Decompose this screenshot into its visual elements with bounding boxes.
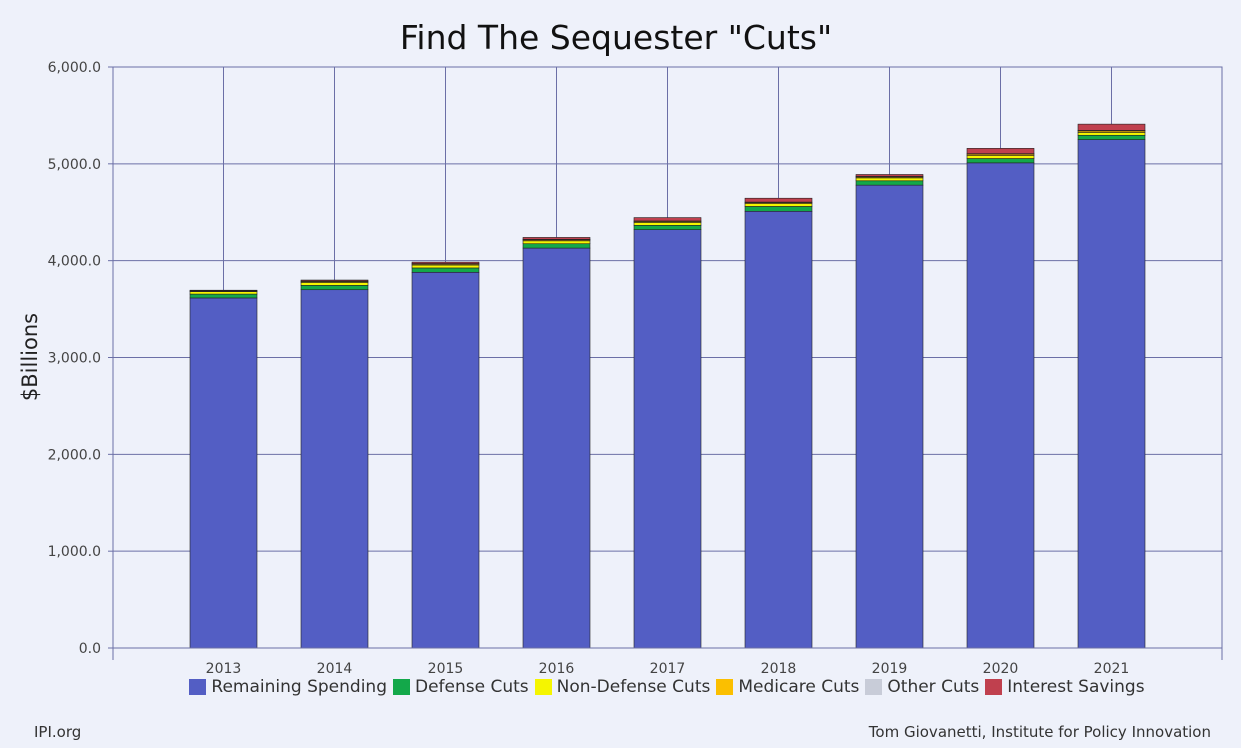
- bar-segment: [966, 158, 1035, 164]
- legend-swatch: [716, 679, 734, 695]
- y-tick-label: 2,000.0: [48, 447, 101, 463]
- bar-segment: [744, 210, 813, 649]
- bar-segment: [411, 271, 480, 649]
- legend-swatch: [534, 679, 552, 695]
- bar-segment: [966, 162, 1035, 649]
- legend-item: Medicare Cuts: [716, 677, 859, 697]
- legend-label: Non-Defense Cuts: [556, 677, 711, 697]
- bar-segment: [633, 217, 702, 222]
- x-tick-label: 2018: [761, 661, 797, 677]
- bar-segment: [411, 264, 480, 269]
- x-tick-label: 2020: [983, 661, 1019, 677]
- bar-segment: [855, 184, 924, 649]
- bar-segment: [744, 197, 813, 203]
- legend-label: Medicare Cuts: [738, 677, 860, 697]
- source-left: IPI.org: [34, 723, 82, 741]
- legend-swatch: [985, 679, 1003, 695]
- y-tick-label: 4,000.0: [48, 254, 101, 270]
- bar-segment: [1077, 123, 1146, 131]
- legend-item: Other Cuts: [865, 677, 979, 697]
- legend-item: Interest Savings: [985, 677, 1145, 697]
- bar-segment: [300, 282, 369, 286]
- bar-segment: [189, 297, 258, 649]
- bar-segment: [855, 174, 924, 177]
- x-tick-label: 2013: [206, 661, 242, 677]
- bar-segment: [966, 155, 1035, 159]
- bar-segment: [744, 203, 813, 207]
- x-tick-label: 2019: [872, 661, 908, 677]
- bars: [189, 123, 1146, 649]
- bar-segment: [855, 177, 924, 182]
- bar-segment: [300, 285, 369, 291]
- bar-segment: [633, 225, 702, 230]
- legend-label: Interest Savings: [1007, 677, 1145, 697]
- bar-segment: [522, 237, 591, 240]
- chart-title: Find The Sequester "Cuts": [399, 18, 833, 57]
- legend-label: Defense Cuts: [415, 677, 529, 697]
- legend-swatch: [865, 679, 883, 695]
- bar-segment: [855, 180, 924, 186]
- legend-item: Defense Cuts: [393, 677, 529, 697]
- x-tick-labels: 2013 2014 2015 2016 2017 2018 2019 2020 2021: [206, 661, 1130, 677]
- bar-segment: [411, 267, 480, 273]
- legend-label: Other Cuts: [887, 677, 980, 697]
- legend-swatch: [393, 679, 410, 695]
- y-tick-labels: 0.0 1,000.0 2,000.0 3,000.0 4,000.0 5,000.0 6,…: [48, 60, 101, 657]
- bar-segment: [522, 240, 591, 245]
- legend-swatch: [189, 679, 207, 695]
- source-right: Tom Giovanetti, Institute for Policy Inn…: [868, 723, 1211, 741]
- axes: [108, 66, 1223, 660]
- bar-segment: [744, 206, 813, 212]
- x-tick-label: 2015: [428, 661, 464, 677]
- bar-segment: [1077, 134, 1146, 140]
- x-tick-label: 2017: [650, 661, 686, 677]
- bar-segment: [522, 247, 591, 649]
- x-tick-label: 2016: [539, 661, 575, 677]
- y-tick-label: 3,000.0: [48, 351, 101, 367]
- bar-segment: [1077, 139, 1146, 649]
- x-tick-label: 2014: [317, 661, 353, 677]
- y-tick-label: 0.0: [79, 641, 101, 657]
- y-tick-label: 6,000.0: [48, 60, 101, 76]
- legend-item: Non-Defense Cuts: [534, 677, 711, 697]
- bar-segment: [411, 261, 480, 264]
- bar-segment: [189, 293, 258, 299]
- legend-label: Remaining Spending: [211, 677, 387, 697]
- bar-segment: [189, 291, 258, 295]
- bar-segment: [300, 279, 369, 282]
- legend-item: Remaining Spending: [189, 677, 387, 697]
- y-tick-label: 5,000.0: [48, 157, 101, 173]
- bar-segment: [633, 222, 702, 226]
- x-tick-label: 2021: [1094, 661, 1130, 677]
- legend: Remaining Spending Defense Cuts Non-Defens…: [0, 677, 1241, 697]
- bar-segment: [522, 243, 591, 249]
- bar-segment: [300, 289, 369, 649]
- y-tick-label: 1,000.0: [48, 544, 101, 560]
- bar-segment: [966, 148, 1035, 154]
- bar-segment: [633, 229, 702, 649]
- bar-segment: [1077, 132, 1146, 136]
